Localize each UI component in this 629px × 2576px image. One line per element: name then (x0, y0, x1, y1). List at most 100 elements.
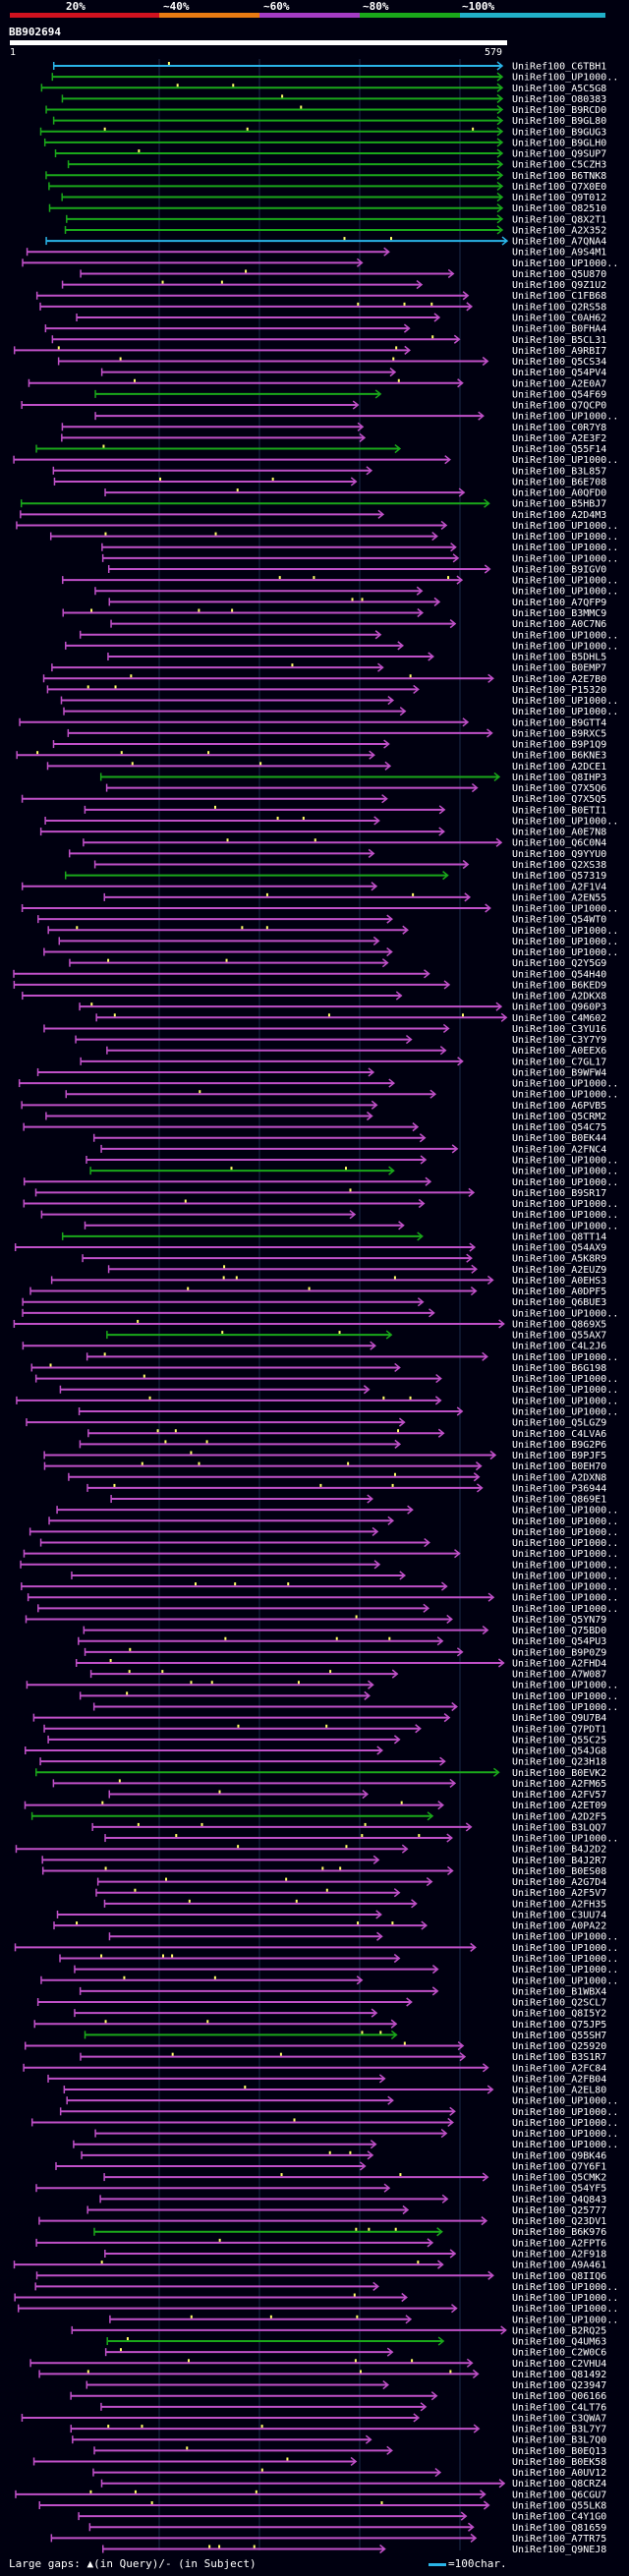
hit-label[interactable]: UniRef100_Q5LGZ9 (512, 1418, 606, 1429)
hit-row[interactable]: UniRef100_UP1000.. (79, 630, 619, 641)
hit-label[interactable]: UniRef100_Q4Q843 (512, 2195, 606, 2205)
hit-label[interactable]: UniRef100_Q06166 (512, 2391, 606, 2402)
hit-row[interactable]: UniRef100_UP1000.. (22, 1308, 618, 1319)
hit-label[interactable]: UniRef100_B6K976 (512, 2227, 606, 2238)
hit-row[interactable]: UniRef100_B9GLH0 (43, 138, 607, 148)
hit-label[interactable]: UniRef100_Q55F14 (512, 444, 606, 455)
hit-label[interactable]: UniRef100_UP1000.. (512, 1527, 618, 1538)
hit-row[interactable]: UniRef100_C3QWA7 (21, 2413, 606, 2424)
hit-label[interactable]: UniRef100_Q5CMK2 (512, 2173, 606, 2184)
hit-row[interactable]: UniRef100_Q23947 (86, 2379, 606, 2391)
hit-label[interactable]: UniRef100_A2FH35 (512, 1899, 606, 1910)
hit-row[interactable]: UniRef100_B0ETI1 (84, 805, 606, 816)
hit-row[interactable]: UniRef100_Q6C0N4 (83, 837, 606, 849)
hit-label[interactable]: UniRef100_UP1000.. (512, 2304, 618, 2315)
hit-label[interactable]: UniRef100_UP1000.. (512, 1177, 618, 1188)
hit-label[interactable]: UniRef100_UP1000.. (512, 1396, 618, 1406)
hit-label[interactable]: UniRef100_B9GL80 (512, 116, 606, 127)
hit-row[interactable]: UniRef100_UP1000.. (84, 1221, 618, 1231)
hit-label[interactable]: UniRef100_UP1000.. (512, 1079, 618, 1090)
hit-label[interactable]: UniRef100_B5DHL5 (512, 653, 606, 663)
hit-label[interactable]: UniRef100_UP1000.. (512, 1965, 618, 1975)
hit-row[interactable]: UniRef100_Q7Y6F1 (55, 2161, 606, 2172)
hit-row[interactable]: UniRef100_UP1000.. (44, 816, 618, 827)
hit-row[interactable]: UniRef100_UP1000.. (62, 575, 619, 587)
hit-label[interactable]: UniRef100_UP1000.. (512, 1582, 618, 1593)
hit-row[interactable]: UniRef100_B9P0Z9 (84, 1647, 607, 1658)
hit-row[interactable]: UniRef100_Q54H40 (13, 969, 606, 980)
hit-row[interactable]: UniRef100_Q54PU3 (78, 1636, 607, 1647)
hit-row[interactable]: UniRef100_UP1000.. (17, 2304, 619, 2315)
hit-row[interactable]: UniRef100_Q4Q843 (99, 2194, 606, 2205)
hit-label[interactable]: UniRef100_Q54YF5 (512, 2184, 606, 2195)
hit-row[interactable]: UniRef100_UP1000.. (40, 1210, 618, 1221)
hit-label[interactable]: UniRef100_A2FPT6 (512, 2238, 606, 2249)
hit-label[interactable]: UniRef100_Q2XS38 (512, 860, 606, 871)
hit-label[interactable]: UniRef100_Q5YN79 (512, 1615, 606, 1626)
hit-label[interactable]: UniRef100_UP1000.. (512, 2140, 618, 2150)
hit-label[interactable]: UniRef100_Q23947 (512, 2380, 606, 2391)
hit-row[interactable]: UniRef100_A2E7B0 (42, 673, 607, 685)
hit-label[interactable]: UniRef100_UP1000.. (512, 521, 618, 532)
hit-label[interactable]: UniRef100_Q55AX7 (512, 1331, 606, 1342)
hit-label[interactable]: UniRef100_C6TBH1 (512, 62, 606, 73)
hit-row[interactable]: UniRef100_C4LT76 (100, 2402, 606, 2413)
hit-row[interactable]: UniRef100_B9GUG3 (39, 127, 607, 138)
hit-row[interactable]: UniRef100_A0QFD0 (104, 487, 606, 499)
hit-label[interactable]: UniRef100_Q869X5 (512, 1319, 606, 1330)
hit-label[interactable]: UniRef100_B6TNK8 (512, 171, 606, 182)
hit-label[interactable]: UniRef100_C3YU16 (512, 1024, 606, 1035)
hit-row[interactable]: UniRef100_B3LQQ7 (91, 1822, 606, 1833)
hit-row[interactable]: UniRef100_Q54F69 (94, 389, 606, 400)
hit-row[interactable]: UniRef100_Q7X5Q5 (21, 794, 607, 805)
hit-label[interactable]: UniRef100_C3UU74 (512, 1910, 606, 1920)
hit-label[interactable]: UniRef100_A2F1V4 (512, 882, 606, 892)
hit-row[interactable]: UniRef100_B0EQ13 (93, 2445, 606, 2457)
hit-row[interactable]: UniRef100_A7W087 (89, 1669, 607, 1681)
hit-row[interactable]: UniRef100_Q6CGU7 (15, 2490, 606, 2500)
hit-label[interactable]: UniRef100_A9RBI7 (512, 346, 606, 357)
hit-label[interactable]: UniRef100_Q9SUP7 (512, 149, 606, 160)
hit-label[interactable]: UniRef100_B2RQ25 (512, 2325, 606, 2336)
hit-row[interactable]: UniRef100_B5HBJ7 (20, 498, 607, 510)
hit-row[interactable]: UniRef100_Q869E1 (110, 1494, 606, 1506)
hit-label[interactable]: UniRef100_A0EHS3 (512, 1276, 606, 1287)
hit-label[interactable]: UniRef100_Q54PV4 (512, 368, 606, 378)
hit-label[interactable]: UniRef100_Q2SCL7 (512, 1998, 606, 2009)
hit-row[interactable]: UniRef100_Q5U870 (80, 268, 606, 280)
hit-label[interactable]: UniRef100_UP1000.. (512, 2118, 618, 2129)
hit-row[interactable]: UniRef100_Q7X0E0 (48, 181, 606, 193)
hit-row[interactable]: UniRef100_C3Y7Y9 (75, 1034, 606, 1046)
hit-row[interactable]: UniRef100_UP1000.. (39, 1537, 619, 1549)
hit-row[interactable]: UniRef100_Q5CS34 (57, 356, 607, 368)
hit-row[interactable]: UniRef100_B9GTT4 (19, 717, 606, 728)
hit-row[interactable]: UniRef100_UP1000.. (56, 1505, 618, 1517)
hit-row[interactable]: UniRef100_UP1000.. (37, 1603, 619, 1615)
hit-label[interactable]: UniRef100_B4J2D2 (512, 1845, 606, 1856)
hit-label[interactable]: UniRef100_B9GUG3 (512, 127, 606, 138)
hit-label[interactable]: UniRef100_UP1000.. (512, 1932, 618, 1943)
hit-row[interactable]: UniRef100_UP1000.. (65, 641, 619, 652)
hit-row[interactable]: UniRef100_UP1000.. (104, 1833, 618, 1845)
hit-label[interactable]: UniRef100_UP1000.. (512, 1975, 618, 1986)
hit-row[interactable]: UniRef100_C0AH62 (76, 313, 606, 323)
hit-label[interactable]: UniRef100_Q54AX9 (512, 1243, 606, 1254)
hit-label[interactable]: UniRef100_Q9U7B4 (512, 1713, 606, 1724)
hit-label[interactable]: UniRef100_A5C5G8 (512, 84, 606, 94)
hit-label[interactable]: UniRef100_Q25920 (512, 2041, 606, 2052)
hit-label[interactable]: UniRef100_B9P0Z9 (512, 1647, 606, 1658)
hit-row[interactable]: UniRef100_Q6BUE3 (22, 1297, 606, 1308)
hit-label[interactable]: UniRef100_UP1000.. (512, 1210, 618, 1221)
hit-label[interactable]: UniRef100_Q55C25 (512, 1735, 606, 1746)
hit-row[interactable]: UniRef100_A9S4M1 (26, 247, 607, 258)
hit-label[interactable]: UniRef100_UP1000.. (512, 1156, 618, 1167)
hit-label[interactable]: UniRef100_A9S4M1 (512, 248, 606, 258)
hit-row[interactable]: UniRef100_Q55SH7 (84, 2030, 607, 2041)
hit-row[interactable]: UniRef100_UP1000.. (65, 1089, 618, 1101)
hit-label[interactable]: UniRef100_Q5U870 (512, 269, 606, 280)
hit-row[interactable]: UniRef100_O82510 (48, 203, 607, 214)
hit-label[interactable]: UniRef100_UP1000.. (512, 543, 618, 553)
hit-label[interactable]: UniRef100_A2EUZ9 (512, 1265, 606, 1276)
hit-label[interactable]: UniRef100_C3QWA7 (512, 2413, 606, 2424)
hit-row[interactable]: UniRef100_UP1000.. (92, 1701, 619, 1713)
